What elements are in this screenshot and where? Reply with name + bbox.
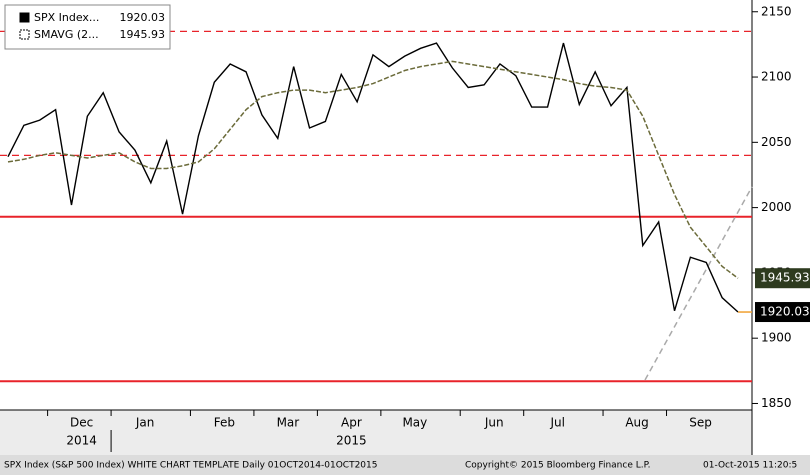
year-label: 2014: [66, 434, 97, 448]
year-label: 2015: [336, 434, 367, 448]
y-tick-label: 1850: [761, 396, 792, 410]
y-tick-label: 2150: [761, 4, 792, 18]
footer-center: Copyright© 2015 Bloomberg Finance L.P.: [465, 461, 650, 471]
x-tick-label: Mar: [277, 416, 300, 430]
series-line: [7, 42, 739, 313]
trendline: [644, 186, 753, 381]
footer-right: 01-Oct-2015 11:20:5: [703, 461, 797, 471]
x-tick-label: Jun: [484, 416, 504, 430]
legend-value: 1920.03: [120, 11, 166, 24]
legend-swatch: [19, 12, 30, 23]
x-tick-label: Dec: [70, 416, 93, 430]
value-tag: [755, 302, 810, 323]
footer-band: [0, 455, 810, 475]
series-line: [7, 60, 739, 279]
y-tick-label: 2050: [761, 135, 792, 149]
legend-box: [4, 4, 171, 50]
x-tick-label: Aug: [625, 416, 648, 430]
x-tick-label: May: [402, 416, 427, 430]
x-tick-label: Jul: [549, 416, 564, 430]
legend-label: SPX Index...: [34, 11, 99, 24]
x-axis-band: [0, 410, 752, 455]
legend-swatch: [19, 29, 30, 40]
y-tick-label: 1900: [761, 331, 792, 345]
value-tag: [755, 268, 810, 289]
footer-left: SPX Index (S&P 500 Index) WHITE CHART TE…: [4, 461, 377, 471]
value-tag-label: 1920.03: [760, 305, 810, 319]
value-tag-label: 1945.93: [760, 271, 810, 285]
x-tick-label: Apr: [341, 416, 362, 430]
y-tick-label: 2100: [761, 70, 792, 84]
legend-value: 1945.93: [120, 28, 166, 41]
x-tick-label: Feb: [214, 416, 235, 430]
x-tick-label: Jan: [135, 416, 155, 430]
legend-label: SMAVG (2...: [34, 28, 99, 41]
y-tick-label: 2000: [761, 200, 792, 214]
x-tick-label: Sep: [689, 416, 712, 430]
